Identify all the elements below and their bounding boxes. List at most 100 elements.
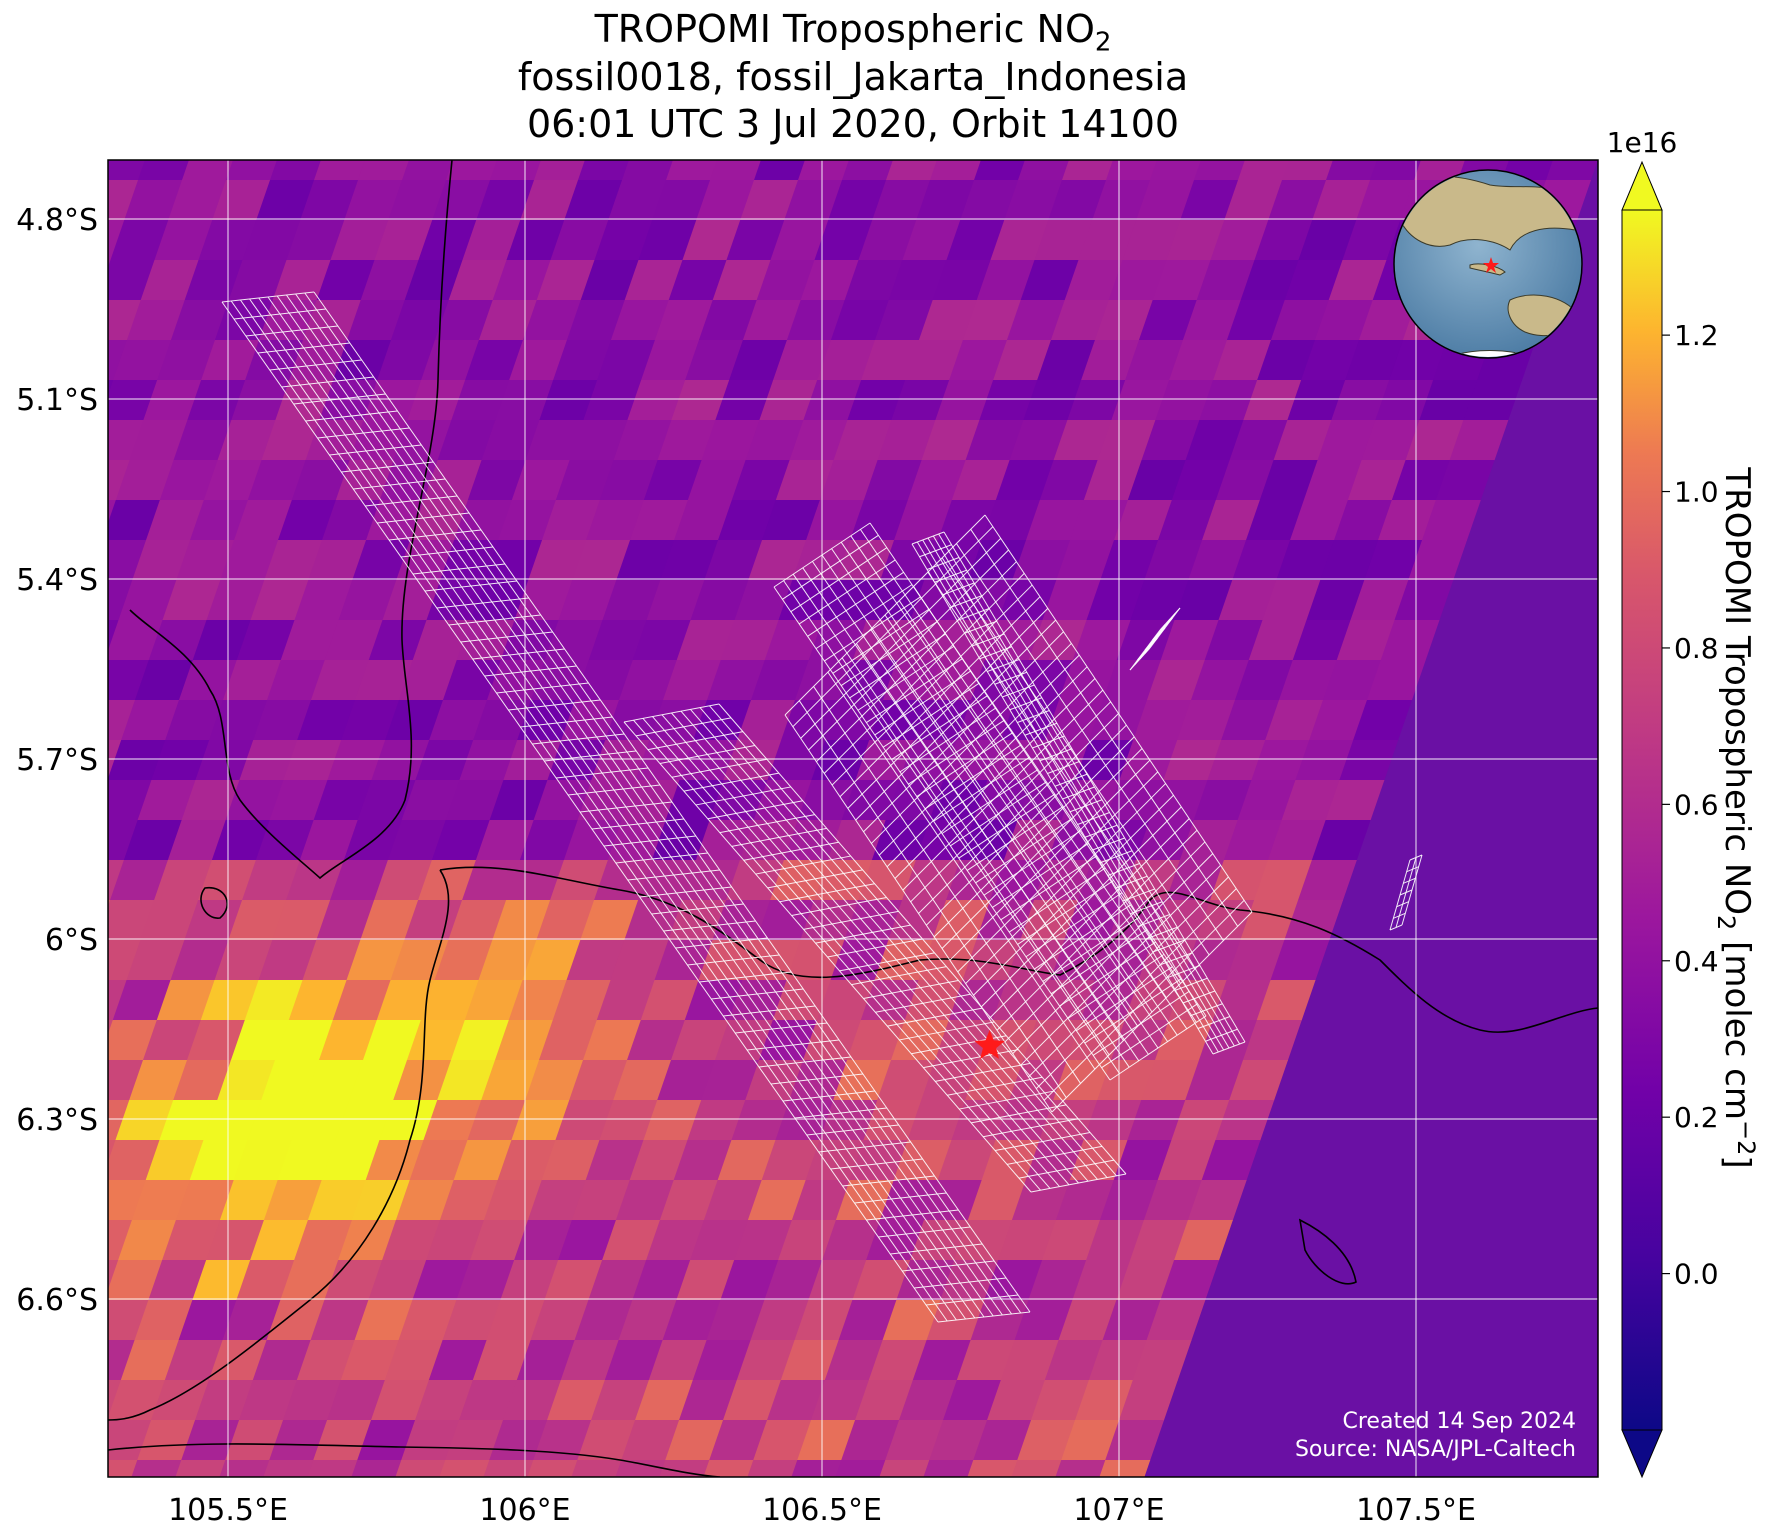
no2-pixel [400,1420,461,1461]
no2-pixel [365,1140,425,1181]
no2-pixel [755,900,816,941]
no2-pixel [1130,580,1190,621]
no2-pixel [676,1260,736,1301]
no2-pixel [629,1140,689,1181]
no2-pixel [134,660,194,701]
no2-pixel [453,1140,513,1181]
no2-pixel [299,1460,359,1477]
no2-pixel [882,1300,942,1341]
map-frame [107,159,1599,1478]
no2-pixel [915,820,975,861]
no2-pixel [1317,420,1377,461]
no2-pixel [664,1420,725,1461]
no2-pixel [500,1260,560,1301]
no2-pixel [0,980,40,1021]
no2-pixel [992,340,1052,381]
no2-pixel [131,540,192,581]
no2-pixel [620,1420,681,1461]
no2-pixel [931,900,992,941]
no2-pixel [5,780,64,821]
no2-pixel [1099,1180,1159,1221]
no2-pixel [24,980,83,1021]
no2-pixel [1009,420,1069,461]
no2-pixel [194,1380,254,1421]
no2-pixel [541,500,601,541]
no2-pixel [679,740,739,781]
no2-pixel [571,1180,631,1221]
no2-pixel [1028,1260,1088,1301]
no2-pixel [511,460,571,501]
no2-pixel [170,940,230,981]
no2-pixel [117,1220,177,1261]
no2-pixel [151,740,211,781]
no2-pixel [0,700,4,741]
no2-pixel [346,300,406,341]
colorbar-tick-label: 1.0 [1674,476,1719,509]
colorbar-tick-label: 0.8 [1674,632,1719,665]
no2-pixel [745,420,805,461]
no2-pixel [420,340,480,381]
no2-pixel [568,1060,629,1101]
no2-pixel [214,940,274,981]
no2-pixel [701,420,761,461]
no2-pixel [1259,460,1319,501]
no2-pixel [750,1300,810,1341]
no2-pixel [524,1060,585,1101]
no2-pixel [340,1340,400,1381]
no2-pixel [684,340,744,381]
no2-pixel [0,1220,45,1261]
no2-pixel [1111,380,1171,421]
no2-pixel [387,180,448,221]
no2-pixel [522,300,582,341]
no2-pixel [1042,580,1102,621]
no2-pixel [343,180,404,221]
no2-pixel [404,260,464,301]
sumatra-coast [129,160,453,880]
no2-pixel [170,300,230,341]
no2-pixel [0,1380,34,1421]
no2-pixel [775,460,835,501]
no2-pixel [1333,500,1393,541]
no2-pixel [1160,620,1220,661]
no2-pixel [1391,460,1451,501]
no2-pixel [1055,1180,1115,1221]
no2-pixel [879,540,940,581]
no2-pixel [120,1340,180,1381]
no2-pixel [884,1420,945,1461]
coast-inlet [1298,1218,1357,1285]
no2-pixel [108,340,128,381]
no2-pixel [145,500,205,541]
no2-pixel [1287,380,1347,421]
no2-pixel [1050,940,1110,981]
no2-pixel [519,180,580,221]
no2-pixel [1063,900,1124,941]
no2-pixel [431,1460,491,1477]
no2-pixel [506,220,566,261]
no2-pixel [555,460,615,501]
no2-pixel [1300,340,1360,381]
no2-pixel [1165,860,1225,901]
no2-pixel [129,420,189,461]
no2-pixel [0,300,10,341]
no2-pixel [1289,500,1349,541]
no2-pixel [423,1100,483,1141]
no2-pixel [475,180,536,221]
no2-pixel [533,780,593,821]
no2-pixel [863,460,923,501]
no2-pixel [643,1100,703,1141]
colorbar-gradient [1621,209,1663,1431]
no2-pixel [1157,500,1217,541]
no2-pixel [0,940,9,981]
no2-pixel [937,500,997,541]
no2-pixel [205,1220,265,1261]
no2-pixel [0,1420,20,1461]
no2-pixel [904,340,964,381]
no2-pixel [1358,300,1418,341]
no2-pixel [1047,1460,1107,1477]
no2-pixel [280,1260,340,1301]
no2-pixel [178,1300,238,1341]
no2-pixel [643,460,703,501]
no2-pixel [956,700,1016,741]
no2-pixel [230,1020,290,1061]
no2-pixel [219,540,280,581]
